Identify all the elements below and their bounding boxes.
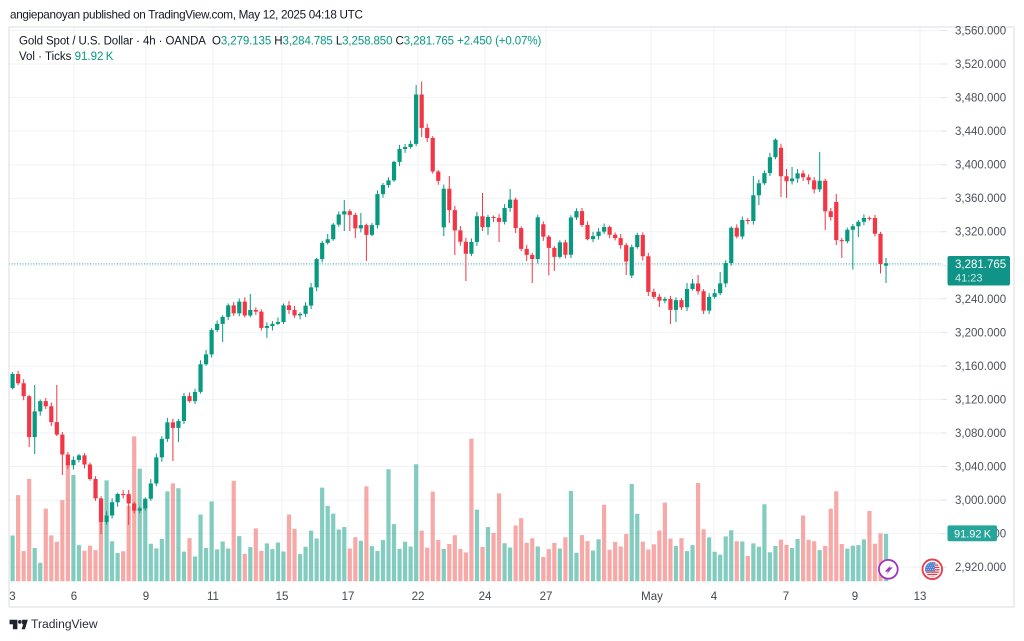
- svg-text:3,440.000: 3,440.000: [955, 126, 1006, 138]
- svg-text:Vol · Ticks 91.92 K: Vol · Ticks 91.92 K: [19, 51, 114, 63]
- svg-text:May: May: [641, 591, 663, 603]
- svg-text:3,480.000: 3,480.000: [955, 93, 1006, 105]
- svg-text:11: 11: [207, 591, 219, 603]
- svg-text:15: 15: [276, 591, 289, 603]
- svg-text:9: 9: [143, 591, 149, 603]
- svg-text:27: 27: [540, 591, 553, 603]
- svg-text:3,520.000: 3,520.000: [955, 59, 1006, 71]
- svg-text:3,040.000: 3,040.000: [955, 462, 1006, 474]
- svg-text:2,920.000: 2,920.000: [955, 562, 1006, 574]
- svg-text:3,320.000: 3,320.000: [955, 227, 1006, 239]
- svg-text:3,080.000: 3,080.000: [955, 428, 1006, 440]
- svg-text:3,360.000: 3,360.000: [955, 193, 1006, 205]
- svg-text:3,281.765: 3,281.765: [955, 259, 1006, 271]
- svg-text:13: 13: [914, 591, 927, 603]
- svg-text:22: 22: [412, 591, 425, 603]
- svg-text:3,000.000: 3,000.000: [955, 495, 1006, 507]
- svg-text:41:23: 41:23: [955, 273, 983, 285]
- svg-text:TradingView: TradingView: [31, 617, 98, 631]
- svg-text:3,120.000: 3,120.000: [955, 394, 1006, 406]
- svg-text:Gold Spot / U.S. Dollar · 4h ·: Gold Spot / U.S. Dollar · 4h · OANDA O3,…: [19, 36, 542, 48]
- svg-text:7: 7: [783, 591, 789, 603]
- svg-text:91.92 K: 91.92 K: [954, 528, 992, 540]
- svg-text:3,160.000: 3,160.000: [955, 361, 1006, 373]
- svg-text:4: 4: [711, 591, 718, 603]
- svg-text:angiepanoyan published on Trad: angiepanoyan published on TradingView.co…: [10, 9, 363, 22]
- svg-text:3,200.000: 3,200.000: [955, 327, 1006, 339]
- svg-text:3: 3: [9, 591, 15, 603]
- svg-text:9: 9: [852, 591, 858, 603]
- svg-text:3,400.000: 3,400.000: [955, 160, 1006, 172]
- svg-text:3,240.000: 3,240.000: [955, 294, 1006, 306]
- svg-text:6: 6: [71, 591, 77, 603]
- svg-text:17: 17: [342, 591, 355, 603]
- svg-text:24: 24: [479, 591, 492, 603]
- svg-text:3,560.000: 3,560.000: [955, 26, 1006, 38]
